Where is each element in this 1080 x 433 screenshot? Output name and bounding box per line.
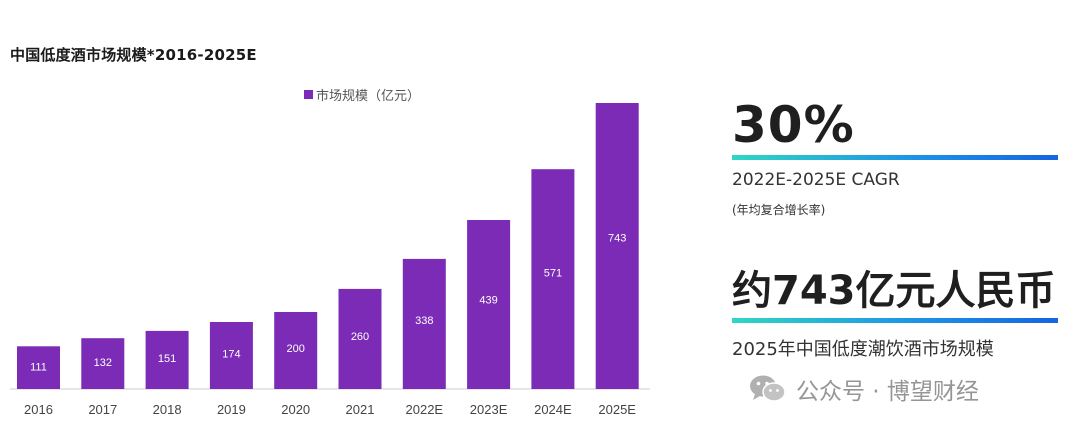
bar-2019: [209, 322, 253, 389]
x-tick-2023E: 2023E: [470, 402, 508, 417]
data-label-2023E: 439: [479, 294, 497, 306]
bar-2016: [17, 346, 60, 389]
data-label-2021: 260: [351, 331, 369, 343]
bar-2023E: [467, 220, 511, 389]
data-label-2020: 200: [287, 343, 305, 355]
x-tick-2018: 2018: [153, 402, 182, 417]
x-tick-2017: 2017: [88, 402, 117, 417]
x-tick-labels: 2016 2017 2018 2019 2020 2021 2022E 2023E 2024E 2…: [24, 402, 636, 417]
data-label-2018: 151: [158, 353, 176, 365]
bar-2017: [81, 338, 125, 389]
watermark-text: 公众号 · 博望财经: [796, 379, 979, 405]
x-tick-2021: 2021: [346, 402, 375, 417]
bar-2021: [338, 288, 382, 389]
divider-gradient-1: [732, 155, 1058, 160]
legend-swatch: [304, 90, 313, 99]
data-label-2025E: 743: [608, 232, 626, 244]
divider-gradient-2: [732, 318, 1058, 323]
bars-group: [17, 103, 639, 389]
watermark: 公众号 · 博望财经: [748, 372, 979, 406]
cagr-label: 2022E-2025E CAGR: [732, 170, 900, 190]
x-tick-2025E: 2025E: [598, 402, 636, 417]
market-value: 约743亿元人民币: [732, 268, 1056, 314]
legend-label: 市场规模（亿元）: [316, 88, 420, 104]
bar-chart: 市场规模（亿元） 111 132 151 174 200260338439571743 …: [10, 88, 650, 417]
data-label-2016: 111: [30, 361, 47, 373]
bar-2018: [145, 330, 189, 389]
x-tick-2020: 2020: [281, 402, 310, 417]
x-tick-2024E: 2024E: [534, 402, 572, 417]
x-tick-2019: 2019: [217, 402, 246, 417]
data-label-2019: 174: [222, 349, 240, 361]
data-label-2024E: 571: [544, 268, 562, 280]
cagr-value: 30%: [732, 96, 855, 154]
x-tick-2016: 2016: [24, 402, 53, 417]
data-labels-group: 111 132 151 174 200 260 338 439 571 743: [30, 232, 626, 373]
data-label-2017: 132: [94, 357, 112, 369]
wechat-icon: [750, 375, 786, 402]
bar-2025E: [595, 103, 639, 389]
bar-2022E: [402, 258, 446, 389]
chart-title: 中国低度酒市场规模*2016-2025E: [10, 46, 257, 64]
cagr-sublabel: (年均复合增长率): [732, 203, 826, 217]
x-tick-2022E: 2022E: [406, 402, 444, 417]
bar-2024E: [531, 169, 575, 389]
market-label: 2025年中国低度潮饮酒市场规模: [732, 339, 994, 360]
chart-legend: 市场规模（亿元）: [304, 88, 420, 104]
bar-2020: [274, 312, 318, 389]
data-label-2022E: 338: [415, 315, 433, 327]
